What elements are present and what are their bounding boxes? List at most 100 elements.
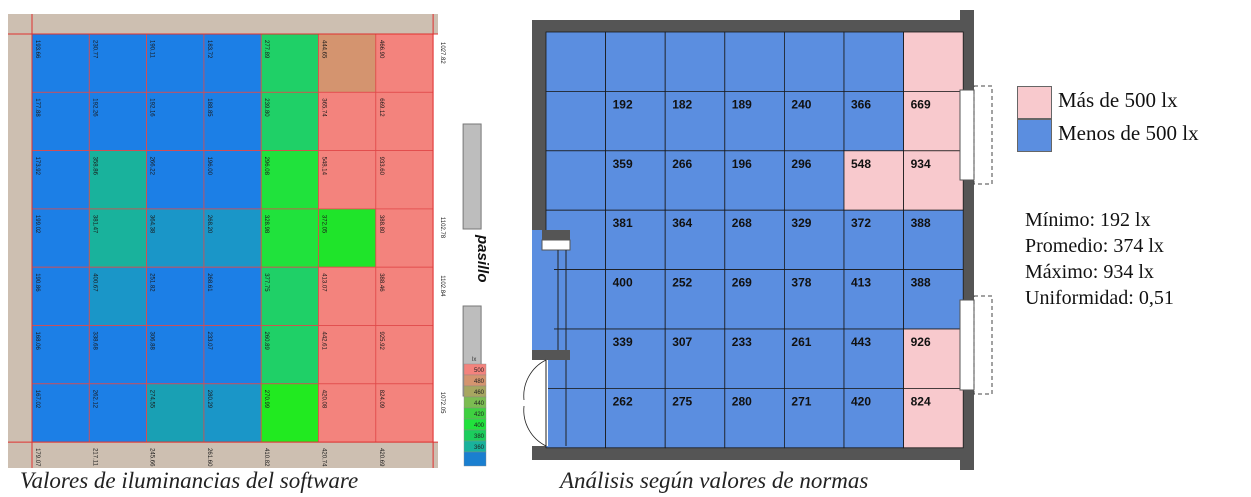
analysis-cell — [903, 31, 964, 92]
analysis-cell-value: 296 — [791, 157, 811, 171]
software-cell — [203, 91, 262, 152]
software-cell-value: 400.67 — [91, 273, 97, 292]
software-bottom-label: 420.69 — [378, 448, 384, 467]
software-cell — [260, 150, 319, 210]
analysis-cell — [724, 150, 785, 211]
analysis-cell — [724, 328, 785, 389]
software-cell-value: 364.38 — [149, 215, 155, 234]
door-jamb — [541, 239, 571, 251]
software-cell — [88, 91, 148, 152]
software-cell-value: 328.98 — [263, 215, 269, 234]
window — [959, 89, 975, 181]
software-cell — [375, 266, 434, 326]
analysis-cell — [843, 91, 904, 152]
legend-below-swatch — [1017, 119, 1052, 152]
software-cell-value: 548.14 — [321, 157, 327, 176]
software-cell-value: 268.20 — [206, 215, 212, 234]
software-bottom-label: 261.60 — [206, 448, 212, 467]
software-cell-value: 230.77 — [91, 40, 97, 59]
scale-label: 500 — [474, 368, 485, 374]
analysis-cell-value: 400 — [613, 276, 633, 290]
software-cell-value: 167.02 — [34, 390, 40, 409]
software-bottom-label: 179.07 — [34, 448, 40, 467]
scale-label: 460 — [474, 390, 485, 396]
scale-label: 420 — [474, 412, 485, 418]
legend-above-swatch — [1017, 86, 1052, 119]
analysis-cell — [545, 387, 606, 449]
analysis-cell-value: 443 — [851, 335, 871, 349]
software-cell — [146, 91, 205, 152]
software-cell — [260, 266, 319, 326]
software-illuminance-panel: 193.66 230.77 190.11 183.72 277.89 444.65 466.… — [8, 14, 488, 468]
analysis-cell — [605, 328, 666, 389]
analysis-cell-value: 192 — [613, 97, 633, 111]
software-cell — [318, 266, 377, 326]
analysis-cell-value: 196 — [732, 157, 752, 171]
analysis-cell — [903, 91, 964, 152]
analysis-cell-value: 366 — [851, 97, 871, 111]
software-cell-value: 388.80 — [378, 215, 384, 234]
analysis-cell — [724, 387, 785, 449]
software-cell-value: 270.99 — [263, 390, 269, 409]
software-cell — [31, 150, 90, 210]
scale-label: 400 — [474, 423, 485, 429]
analysis-cell-value: 669 — [911, 97, 931, 111]
software-cell-value: 444.65 — [321, 40, 327, 59]
software-bottom-label: 410.82 — [263, 448, 269, 467]
software-cell-value: 372.05 — [321, 215, 327, 234]
analysis-cell — [903, 387, 964, 449]
software-cell-value: 262.12 — [91, 390, 97, 409]
window — [959, 299, 975, 391]
software-cell — [146, 266, 205, 326]
software-cell — [146, 208, 205, 268]
software-cell — [31, 325, 90, 385]
analysis-cell — [843, 150, 904, 211]
analysis-cell-value: 934 — [911, 157, 931, 171]
software-cell — [203, 150, 262, 210]
software-cell — [146, 383, 205, 443]
analysis-cell-value: 359 — [613, 157, 633, 171]
software-bottom-label: 420.74 — [321, 448, 327, 467]
norms-analysis-panel: 192 182 189 240 366 669 359 266 196 296 548 934 381 3… — [520, 8, 1010, 470]
analysis-cell-value: 252 — [672, 276, 692, 290]
software-cell — [318, 33, 377, 93]
software-cell-value: 381.47 — [91, 215, 97, 234]
analysis-cell — [783, 91, 845, 152]
software-cell — [203, 383, 262, 443]
software-cell-value: 365.74 — [321, 98, 327, 117]
analysis-cell-value: 364 — [672, 216, 692, 230]
analysis-cell — [605, 269, 666, 330]
software-cell-value: 377.75 — [263, 273, 269, 292]
analysis-cell-value: 372 — [851, 216, 871, 230]
analysis-cell — [783, 328, 845, 389]
analysis-cell-value: 824 — [911, 394, 931, 408]
stat-uniformity: Uniformidad: 0,51 — [1025, 287, 1174, 309]
analysis-cell-value: 261 — [791, 335, 811, 349]
software-cell-value: 933.60 — [378, 157, 384, 176]
legend-above-label: Más de 500 lx — [1058, 88, 1178, 112]
analysis-cell-value: 413 — [851, 276, 871, 290]
software-cell-value: 168.06 — [34, 332, 40, 351]
door-jamb — [532, 350, 570, 360]
scale-unit: lx — [472, 357, 476, 363]
analysis-cell — [605, 31, 666, 92]
analysis-cell — [724, 91, 785, 152]
window-block — [462, 123, 482, 230]
software-cell-value: 199.02 — [34, 215, 40, 234]
analysis-cell — [545, 31, 606, 92]
analysis-cell — [605, 387, 666, 449]
legend-below-label: Menos de 500 lx — [1058, 121, 1199, 145]
software-side-label: 1072.05 — [439, 392, 445, 414]
analysis-cell-value: 182 — [672, 97, 692, 111]
software-cell-value: 190.86 — [34, 273, 40, 292]
window-swing — [973, 295, 993, 395]
analysis-cell — [903, 209, 964, 270]
software-cell-value: 190.11 — [149, 40, 155, 59]
analysis-cell-value: 262 — [613, 394, 633, 408]
analysis-cell-value: 189 — [732, 97, 752, 111]
software-cell — [375, 150, 434, 210]
software-cell-value: 266.22 — [149, 157, 155, 176]
software-cell-value: 173.92 — [34, 157, 40, 176]
software-cell-value: 925.92 — [378, 332, 384, 351]
analysis-cell — [783, 387, 845, 449]
